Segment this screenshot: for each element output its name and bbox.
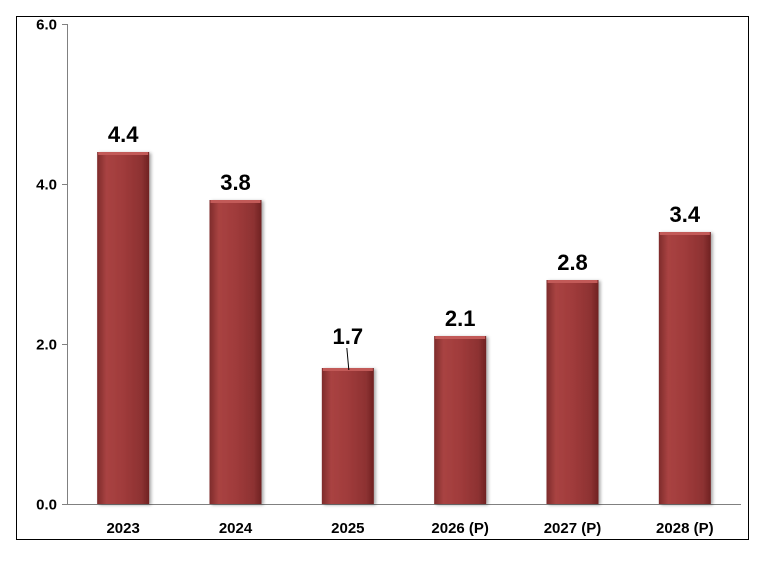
data-label: 2.8 bbox=[557, 250, 588, 275]
data-label: 2.1 bbox=[445, 306, 476, 331]
y-tick-label: 6.0 bbox=[36, 17, 57, 34]
x-tick-labels: 2023 2024 2025 2026 (P) 2027 (P) 2028 (P) bbox=[106, 520, 713, 537]
bar bbox=[658, 232, 711, 504]
bar-bevel bbox=[547, 280, 598, 283]
x-tick-label: 2026 (P) bbox=[431, 520, 489, 537]
bar-bevel bbox=[98, 152, 149, 155]
data-label: 1.7 bbox=[333, 324, 364, 349]
bar bbox=[209, 200, 262, 504]
data-label: 3.4 bbox=[670, 202, 701, 227]
bar-bevel bbox=[435, 336, 486, 339]
bar bbox=[546, 280, 599, 504]
x-tick-label: 2028 (P) bbox=[656, 520, 714, 537]
x-tick-label: 2025 bbox=[331, 520, 364, 537]
bar bbox=[321, 368, 374, 504]
x-tick-label: 2024 bbox=[219, 520, 253, 537]
y-tick-label: 4.0 bbox=[36, 177, 57, 194]
y-ticks: 0.0 2.0 4.0 6.0 bbox=[36, 17, 67, 514]
data-label-leader-line bbox=[346, 347, 350, 371]
y-tick-label: 0.0 bbox=[36, 497, 57, 514]
data-label: 4.4 bbox=[108, 122, 139, 147]
bar bbox=[97, 152, 150, 504]
bars bbox=[97, 152, 711, 504]
x-tick-label: 2027 (P) bbox=[544, 520, 602, 537]
data-labels: 4.4 3.8 1.7 2.1 2.8 3.4 bbox=[108, 122, 701, 371]
x-tick-label: 2023 bbox=[106, 520, 139, 537]
bar-bevel bbox=[659, 232, 710, 235]
bar-bevel bbox=[210, 200, 261, 203]
bar-bevel bbox=[322, 368, 373, 371]
bar bbox=[434, 336, 487, 504]
data-label: 3.8 bbox=[220, 170, 251, 195]
y-tick-label: 2.0 bbox=[36, 337, 57, 354]
